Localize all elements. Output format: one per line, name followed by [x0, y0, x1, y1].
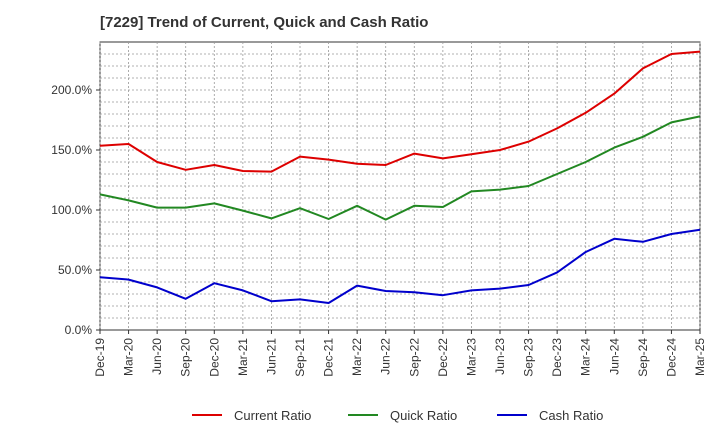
- y-tick-label: 0.0%: [65, 323, 93, 337]
- legend: Current Ratio Quick Ratio Cash Ratio: [192, 408, 603, 423]
- x-tick-label: Mar-23: [464, 338, 478, 376]
- x-tick-label: Dec-24: [664, 338, 678, 377]
- legend-label: Quick Ratio: [390, 408, 457, 423]
- x-tick-label: Sep-21: [293, 338, 307, 377]
- x-tick-label: Dec-21: [322, 338, 336, 377]
- x-tick-label: Dec-23: [550, 338, 564, 377]
- x-tick-label: Sep-22: [407, 338, 421, 377]
- legend-label: Current Ratio: [234, 408, 311, 423]
- series-line-quick-ratio: [99, 115, 701, 221]
- y-tick-label: 200.0%: [51, 83, 92, 97]
- x-tick-label: Sep-20: [179, 338, 193, 377]
- series-lines: [99, 50, 701, 304]
- x-tick-label: Jun-21: [264, 338, 278, 375]
- x-tick-label: Sep-23: [522, 338, 536, 377]
- x-tick-label: Jun-23: [493, 338, 507, 375]
- x-tick-label: Dec-22: [436, 338, 450, 377]
- x-tick-label: Mar-25: [693, 338, 707, 376]
- x-tick-label: Mar-22: [350, 338, 364, 376]
- x-tick-label: Mar-20: [122, 338, 136, 376]
- y-axis-tick-labels: 0.0% 50.0% 100.0% 150.0% 200.0%: [51, 83, 100, 337]
- y-tick-label: 100.0%: [51, 203, 92, 217]
- series-line-current-ratio: [99, 50, 701, 173]
- chart-title: [7229] Trend of Current, Quick and Cash …: [100, 14, 429, 31]
- x-tick-label: Dec-20: [207, 338, 221, 377]
- x-tick-label: Dec-19: [93, 338, 107, 377]
- legend-label: Cash Ratio: [539, 408, 603, 423]
- x-tick-label: Sep-24: [636, 338, 650, 377]
- x-tick-label: Mar-24: [579, 338, 593, 376]
- y-tick-label: 150.0%: [51, 143, 92, 157]
- x-tick-label: Jun-20: [150, 338, 164, 375]
- x-tick-label: Mar-21: [236, 338, 250, 376]
- y-tick-label: 50.0%: [58, 263, 92, 277]
- series-line-cash-ratio: [99, 228, 701, 304]
- x-tick-label: Jun-24: [607, 338, 621, 375]
- x-tick-label: Jun-22: [379, 338, 393, 375]
- x-axis-tick-labels: Dec-19 Mar-20 Jun-20 Sep-20 Dec-20 Mar-21 Jun-…: [93, 330, 707, 377]
- grid-lines: [99, 41, 701, 331]
